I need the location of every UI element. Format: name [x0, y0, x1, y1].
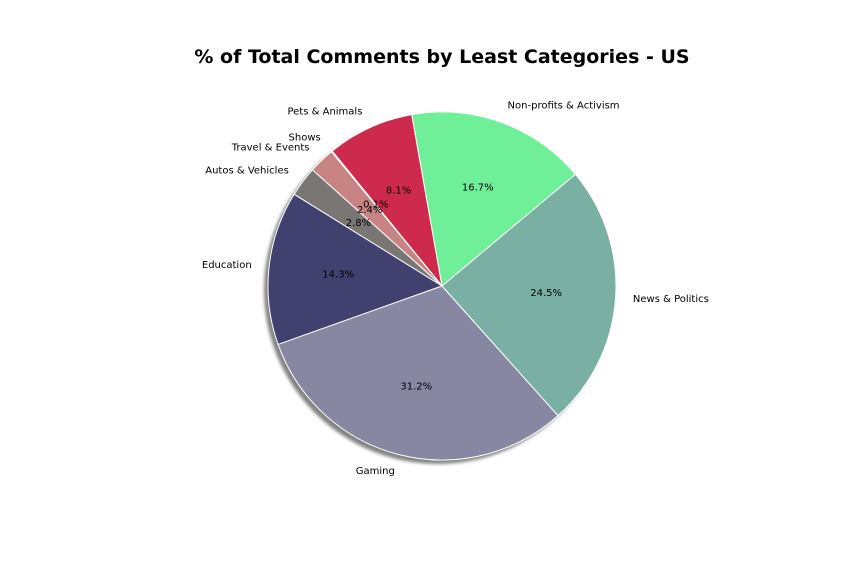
- slice-label-shows: Shows: [289, 132, 321, 143]
- pie-slice-gaming: [277, 285, 559, 461]
- pie-slice-pets-animals: [331, 114, 443, 287]
- pie-labels: Pets & Animals 8.1% Shows 0.1% Travel & Even…: [202, 101, 709, 477]
- chart-title: % of Total Comments by Least Categories …: [194, 46, 689, 68]
- slice-label-pets-animals: Pets & Animals: [287, 106, 362, 117]
- pct-label-pets-animals: 8.1%: [386, 186, 411, 197]
- pct-label-shows: 0.1%: [363, 200, 388, 211]
- pct-label-autos-vehicles: 2.8%: [346, 218, 371, 229]
- slice-label-non-profits-activism: Non-profits & Activism: [508, 101, 620, 112]
- slice-label-news-politics: News & Politics: [633, 294, 709, 305]
- pie-slice-education: [267, 193, 443, 345]
- slice-label-autos-vehicles: Autos & Vehicles: [205, 166, 289, 177]
- pct-label-non-profits-activism: 16.7%: [462, 182, 494, 193]
- pct-label-news-politics: 24.5%: [530, 288, 562, 299]
- pct-label-travel-events: 2.4%: [357, 205, 382, 216]
- slice-label-gaming: Gaming: [356, 466, 395, 477]
- slice-label-travel-events: Travel & Events: [231, 142, 310, 153]
- pie-slices: [267, 111, 617, 461]
- pie-slice-news-politics: [441, 173, 617, 417]
- pct-label-education: 14.3%: [322, 269, 354, 280]
- pie-slice-non-profits-activism: [411, 111, 576, 287]
- pct-label-gaming: 31.2%: [400, 382, 432, 393]
- slice-label-education: Education: [202, 260, 252, 271]
